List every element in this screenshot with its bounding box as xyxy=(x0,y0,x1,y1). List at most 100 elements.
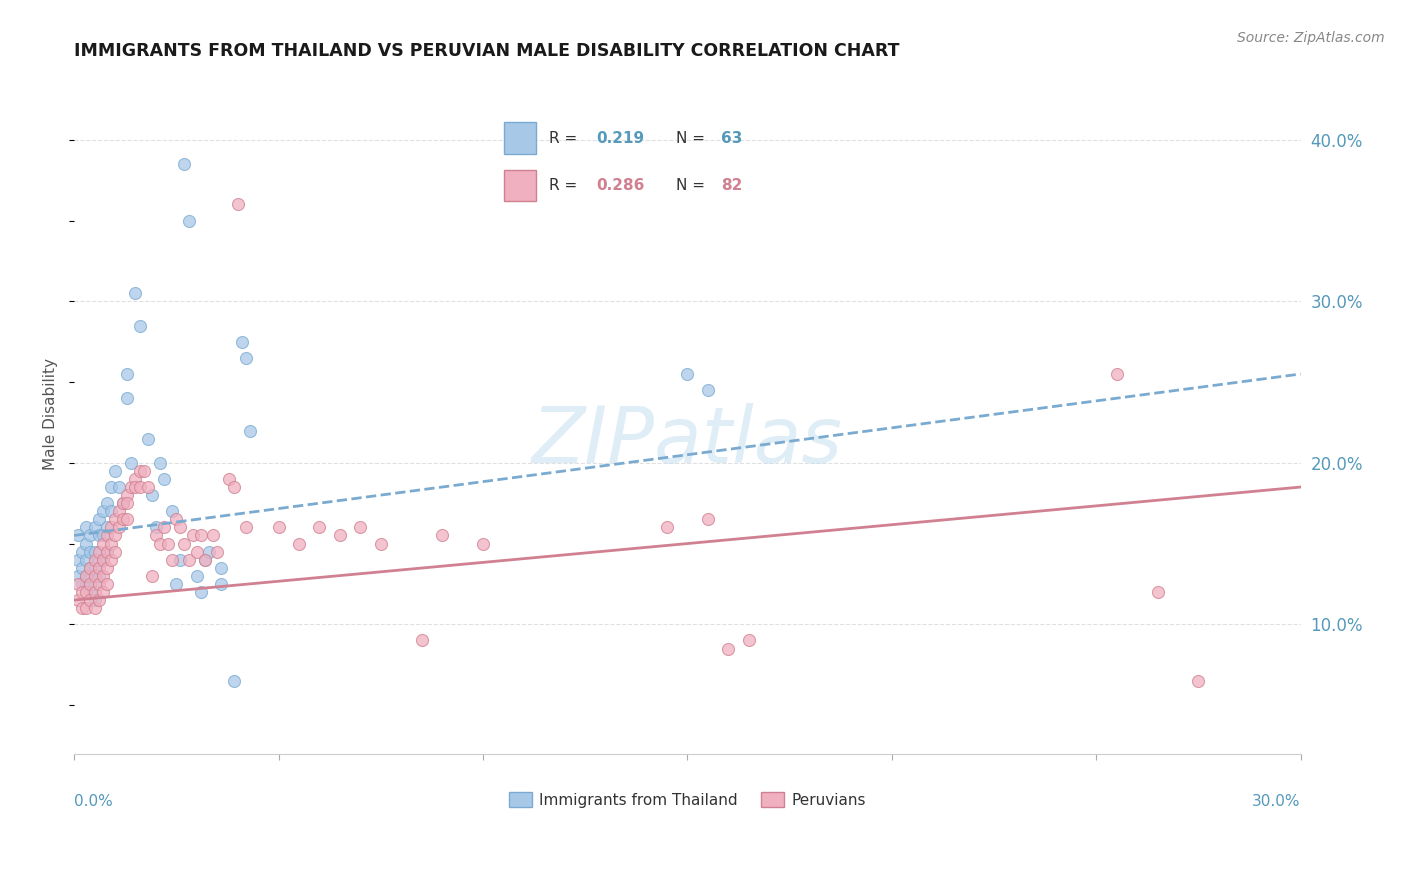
Text: 30.0%: 30.0% xyxy=(1253,794,1301,809)
Point xyxy=(75,577,97,591)
Text: 0.0%: 0.0% xyxy=(75,794,112,809)
Point xyxy=(100,536,122,550)
Point xyxy=(67,569,90,583)
Point xyxy=(108,504,131,518)
Point xyxy=(83,569,105,583)
Point xyxy=(67,552,90,566)
Point xyxy=(79,569,101,583)
Point xyxy=(112,496,135,510)
Point xyxy=(108,480,131,494)
Point xyxy=(471,536,494,550)
Point xyxy=(128,464,150,478)
Point xyxy=(75,520,97,534)
Point xyxy=(153,520,176,534)
Point xyxy=(132,464,155,478)
Point xyxy=(96,496,118,510)
Point xyxy=(96,520,118,534)
Point xyxy=(226,197,249,211)
Point xyxy=(190,528,212,542)
Point xyxy=(141,488,163,502)
Point xyxy=(696,383,718,397)
Point xyxy=(177,552,200,566)
Text: Source: ZipAtlas.com: Source: ZipAtlas.com xyxy=(1237,31,1385,45)
Point xyxy=(112,496,135,510)
Point xyxy=(308,520,330,534)
Point xyxy=(153,472,176,486)
Point xyxy=(83,601,105,615)
Point xyxy=(173,536,195,550)
Point xyxy=(100,552,122,566)
Point xyxy=(218,472,240,486)
Text: IMMIGRANTS FROM THAILAND VS PERUVIAN MALE DISABILITY CORRELATION CHART: IMMIGRANTS FROM THAILAND VS PERUVIAN MAL… xyxy=(75,42,900,60)
Point xyxy=(205,544,228,558)
Point xyxy=(100,520,122,534)
Point xyxy=(430,528,453,542)
Legend: Immigrants from Thailand, Peruvians: Immigrants from Thailand, Peruvians xyxy=(503,786,872,814)
Point xyxy=(79,561,101,575)
Point xyxy=(67,528,90,542)
Point xyxy=(676,367,699,381)
Point xyxy=(222,673,245,688)
Point xyxy=(136,480,159,494)
Point xyxy=(67,593,90,607)
Point xyxy=(96,528,118,542)
Point xyxy=(349,520,371,534)
Point xyxy=(370,536,392,550)
Point xyxy=(108,520,131,534)
Point xyxy=(288,536,311,550)
Point xyxy=(100,480,122,494)
Point xyxy=(120,456,142,470)
Point xyxy=(202,528,225,542)
Point xyxy=(83,561,105,575)
Point xyxy=(79,528,101,542)
Point xyxy=(91,552,114,566)
Point xyxy=(173,157,195,171)
Point xyxy=(75,585,97,599)
Point xyxy=(209,577,232,591)
Point xyxy=(87,577,110,591)
Point xyxy=(128,318,150,333)
Point xyxy=(117,367,139,381)
Point xyxy=(104,464,127,478)
Point xyxy=(91,552,114,566)
Point xyxy=(186,544,208,558)
Point xyxy=(87,593,110,607)
Point xyxy=(72,585,94,599)
Point xyxy=(87,569,110,583)
Text: ZIPatlas: ZIPatlas xyxy=(531,403,842,480)
Point xyxy=(120,480,142,494)
Point xyxy=(75,569,97,583)
Point xyxy=(75,536,97,550)
Point xyxy=(112,512,135,526)
Point xyxy=(79,561,101,575)
Point xyxy=(717,641,740,656)
Point xyxy=(96,561,118,575)
Point xyxy=(117,488,139,502)
Point xyxy=(91,536,114,550)
Point xyxy=(91,528,114,542)
Point xyxy=(83,520,105,534)
Point xyxy=(83,544,105,558)
Point xyxy=(231,334,253,349)
Point xyxy=(87,544,110,558)
Point xyxy=(128,480,150,494)
Point xyxy=(91,585,114,599)
Point xyxy=(87,552,110,566)
Point xyxy=(190,585,212,599)
Point xyxy=(87,528,110,542)
Point xyxy=(104,528,127,542)
Point xyxy=(136,432,159,446)
Point xyxy=(145,528,167,542)
Point xyxy=(79,544,101,558)
Point xyxy=(104,544,127,558)
Point xyxy=(411,633,433,648)
Point xyxy=(72,544,94,558)
Point xyxy=(124,472,146,486)
Point xyxy=(79,593,101,607)
Point xyxy=(186,569,208,583)
Point xyxy=(149,536,172,550)
Point xyxy=(169,552,191,566)
Point xyxy=(83,577,105,591)
Point xyxy=(83,552,105,566)
Point xyxy=(96,544,118,558)
